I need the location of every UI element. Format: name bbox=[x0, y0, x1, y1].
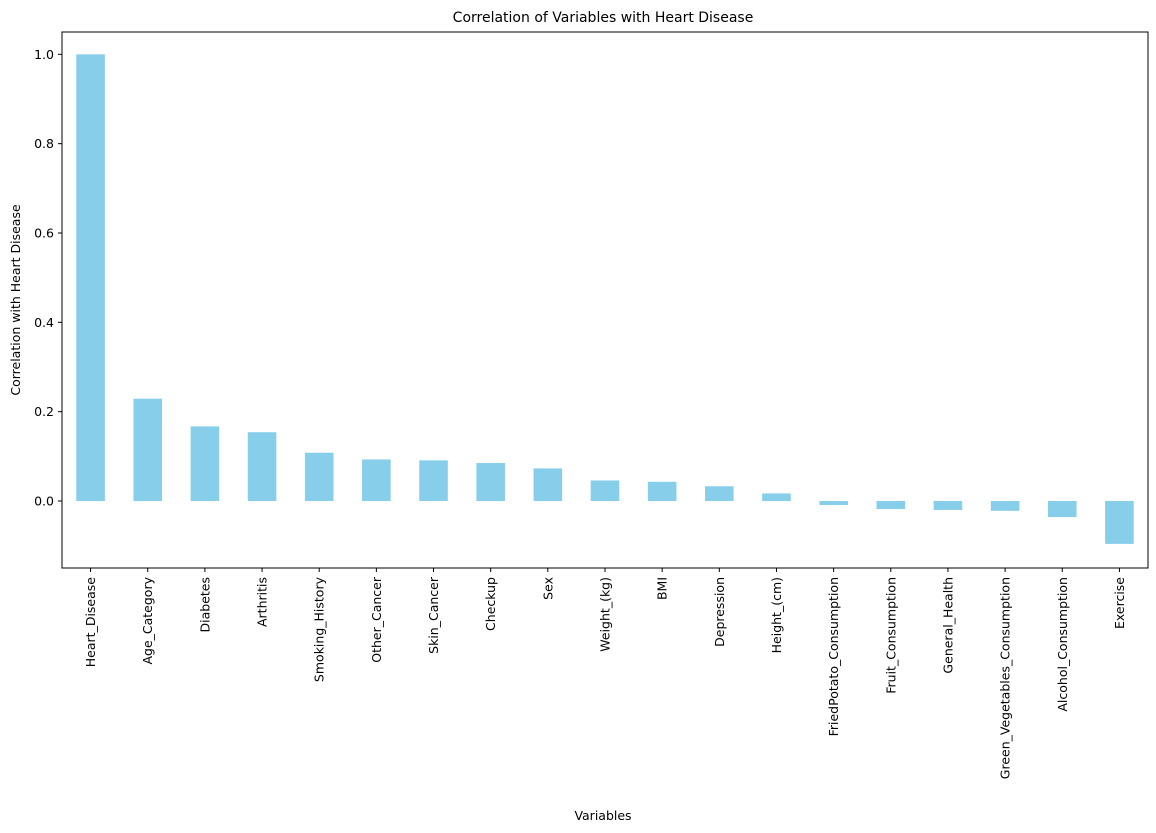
x-tick-label: Smoking_History bbox=[312, 576, 327, 682]
bar-other-cancer bbox=[362, 459, 391, 501]
bar-height-cm bbox=[762, 493, 791, 501]
x-axis-label: Variables bbox=[574, 808, 631, 823]
bar-exercise bbox=[1105, 501, 1134, 544]
bar-skin-cancer bbox=[419, 460, 448, 501]
bar-bmi bbox=[647, 481, 677, 501]
bar-fruit-consumption bbox=[876, 501, 906, 510]
bar-sex bbox=[533, 468, 563, 501]
x-tick-label: Fruit_Consumption bbox=[883, 577, 898, 694]
y-tick-label: 1.0 bbox=[34, 47, 54, 62]
y-axis-ticks: 0.0 0.2 0.4 0.6 0.8 1.0 bbox=[34, 47, 62, 509]
bar-smoking-history bbox=[304, 452, 334, 501]
x-tick-label: Heart_Disease bbox=[83, 577, 98, 668]
bar-diabetes bbox=[190, 426, 220, 501]
x-tick-label: Alcohol_Consumption bbox=[1055, 577, 1070, 712]
x-tick-label: Exercise bbox=[1112, 577, 1127, 629]
y-tick-label: 0.0 bbox=[34, 494, 54, 509]
x-tick-label: Sex bbox=[540, 577, 555, 600]
bar-friedpotato-consumption bbox=[819, 501, 848, 506]
x-tick-label: Checkup bbox=[483, 577, 498, 631]
x-tick-label: Age_Category bbox=[140, 576, 155, 664]
bar-checkup bbox=[476, 463, 505, 501]
bar-alcohol-consumption bbox=[1047, 501, 1077, 518]
x-tick-label: Skin_Cancer bbox=[426, 576, 441, 654]
bar-age-category bbox=[133, 398, 163, 501]
y-tick-label: 0.2 bbox=[34, 404, 54, 419]
y-axis-label: Correlation with Heart Disease bbox=[8, 204, 23, 396]
bar-depression bbox=[705, 486, 734, 501]
bar-heart-disease bbox=[76, 54, 105, 501]
x-tick-label: Other_Cancer bbox=[369, 576, 384, 663]
x-tick-label: Green_Vegetables_Consumption bbox=[998, 577, 1013, 779]
y-tick-label: 0.4 bbox=[34, 315, 54, 330]
x-tick-label: Arthritis bbox=[255, 577, 270, 627]
x-axis-ticks: Heart_Disease Age_Category Diabetes Arthrit… bbox=[83, 568, 1127, 779]
x-tick-label: FriedPotato_Consumption bbox=[826, 577, 841, 736]
x-tick-label: Height_(cm) bbox=[769, 577, 784, 653]
bar-weight-kg bbox=[590, 480, 620, 501]
chart-title: Correlation of Variables with Heart Dise… bbox=[453, 10, 754, 26]
plot-frame bbox=[61, 31, 1149, 569]
bar-general-health bbox=[933, 501, 963, 510]
bar-arthritis bbox=[247, 432, 277, 501]
y-tick-label: 0.6 bbox=[34, 226, 54, 241]
x-tick-label: General_Health bbox=[940, 577, 955, 674]
x-tick-label: Weight_(kg) bbox=[598, 577, 613, 652]
bar-green-vegetables-consumption bbox=[990, 501, 1020, 511]
y-tick-label: 0.8 bbox=[34, 136, 54, 151]
x-tick-label: Diabetes bbox=[197, 577, 212, 633]
x-tick-label: Depression bbox=[712, 577, 727, 647]
x-tick-label: BMI bbox=[655, 577, 670, 600]
bars-group bbox=[76, 54, 1134, 544]
